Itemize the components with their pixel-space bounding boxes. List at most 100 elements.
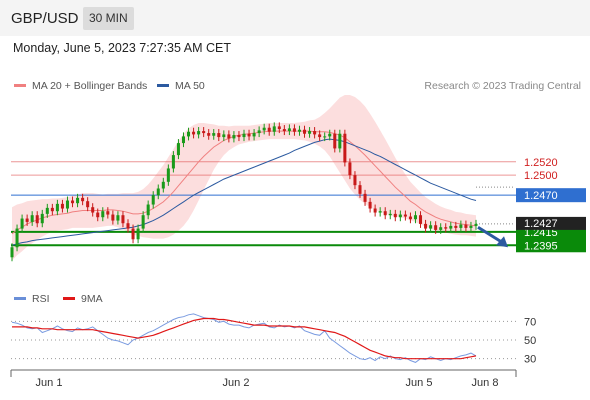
- candle-body: [81, 197, 85, 202]
- candle-body: [257, 130, 261, 134]
- candle-body: [287, 128, 291, 132]
- ma50-label: MA 50: [175, 80, 205, 92]
- candle-body: [343, 133, 347, 163]
- chart-header: GBP/USD 30 MIN: [0, 0, 590, 36]
- rsi-label: RSI: [32, 293, 50, 305]
- ma9-label: 9MA: [81, 293, 103, 305]
- candle-body: [71, 200, 75, 204]
- candle-body: [116, 215, 120, 221]
- candle-body: [126, 223, 130, 229]
- candle-body: [398, 214, 402, 218]
- candle-body: [192, 131, 196, 135]
- timestamp: Monday, June 5, 2023 7:27:35 AM CET: [13, 41, 231, 55]
- candle-body: [166, 168, 170, 182]
- candle-body: [20, 218, 24, 229]
- candle-body: [459, 224, 463, 228]
- candle-body: [181, 136, 185, 144]
- candle-body: [403, 214, 407, 217]
- candle-body: [76, 197, 80, 204]
- x-tick-label: Jun 5: [406, 377, 433, 389]
- candle-body: [101, 211, 105, 218]
- rsi-panel: 70 50 30: [11, 313, 536, 366]
- level-badge-1.2470: [516, 188, 586, 203]
- candle-body: [202, 131, 206, 134]
- candle-body: [222, 134, 226, 138]
- candle-body: [308, 131, 312, 134]
- ma9-swatch: [63, 296, 75, 300]
- candle-body: [338, 133, 342, 149]
- candle-body: [363, 193, 367, 202]
- ma20-label: MA 20 + Bollinger Bands: [32, 80, 148, 92]
- candle-body: [252, 133, 256, 137]
- level-label-1.2415: 1.2415: [524, 227, 558, 239]
- candle-body: [197, 131, 201, 135]
- level-label-1.2395: 1.2395: [524, 240, 558, 252]
- candle-body: [313, 131, 317, 135]
- candle-body: [353, 175, 357, 186]
- candle-body: [227, 134, 231, 139]
- x-tick-label: Jun 8: [472, 377, 499, 389]
- ma50-swatch: [157, 83, 169, 87]
- candle-body: [50, 207, 54, 212]
- candle-body: [373, 208, 377, 213]
- legend-ma20-bb: MA 20 + Bollinger Bands: [14, 80, 147, 92]
- candle-body: [383, 211, 387, 216]
- candle-body: [267, 127, 271, 132]
- candle-body: [146, 204, 150, 216]
- candle-body: [368, 201, 372, 209]
- candle-body: [141, 215, 145, 229]
- candle-body: [86, 201, 90, 208]
- candle-body: [388, 213, 392, 216]
- candle-body: [207, 133, 211, 136]
- candle-body: [297, 129, 301, 132]
- candle-body: [156, 188, 160, 196]
- x-axis: Jun 1 Jun 2 Jun 5 Jun 8: [10, 369, 517, 389]
- credit-text: Research © 2023 Trading Central: [424, 80, 581, 92]
- candle-body: [328, 133, 332, 137]
- candle-body: [187, 131, 191, 137]
- candle-body: [131, 228, 135, 240]
- candle-body: [323, 136, 327, 138]
- candle-body: [464, 224, 468, 228]
- legend-rsi: RSI: [14, 293, 50, 305]
- legend-ma50: MA 50: [157, 80, 205, 92]
- candle-body: [106, 211, 110, 215]
- rsi-swatch: [14, 296, 26, 300]
- candle-body: [292, 128, 296, 132]
- candle-body: [247, 133, 251, 137]
- candle-body: [474, 223, 478, 226]
- x-tick-label: Jun 1: [36, 377, 63, 389]
- candle-body: [242, 133, 246, 138]
- candle-body: [429, 225, 433, 229]
- candle-body: [378, 211, 382, 213]
- candle-body: [161, 181, 165, 189]
- candle-body: [176, 143, 180, 156]
- candle-body: [413, 215, 417, 220]
- candle-body: [40, 213, 44, 224]
- candle-body: [358, 185, 362, 194]
- candle-body: [439, 227, 443, 230]
- candle-body: [55, 203, 59, 212]
- candle-body: [45, 207, 49, 214]
- candle-body: [35, 215, 39, 224]
- candle-body: [454, 225, 458, 228]
- level-label-1.2470: 1.2470: [524, 190, 558, 202]
- rsi-ma9-line: [12, 317, 477, 360]
- candle-body: [444, 227, 448, 229]
- ma20-swatch: [14, 83, 26, 87]
- candle-body: [111, 214, 115, 221]
- candle-body: [91, 207, 95, 213]
- candle-body: [272, 126, 276, 132]
- candle-body: [469, 225, 473, 228]
- candle-body: [277, 126, 281, 130]
- bollinger-band: [12, 95, 476, 261]
- current-price-badge: [516, 216, 586, 230]
- rsi-tick-label: 30: [524, 354, 536, 366]
- candle-body: [449, 225, 453, 229]
- current-price-label: 1.2427: [524, 218, 558, 230]
- candle-body: [171, 155, 175, 169]
- timeframe-badge[interactable]: 30 MIN: [83, 7, 134, 30]
- level-label-1.2520: 1.2520: [524, 157, 558, 169]
